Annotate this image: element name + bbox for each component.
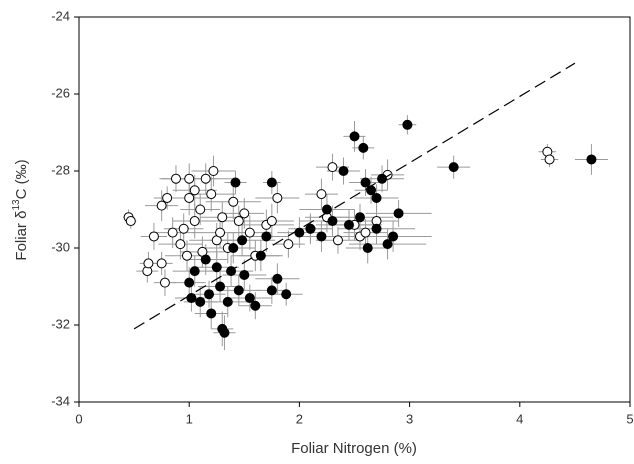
point xyxy=(204,289,215,300)
point xyxy=(195,296,206,307)
y-title-suffix: C (‰) xyxy=(13,159,30,199)
point xyxy=(343,219,354,230)
plot-frame xyxy=(78,16,631,403)
point xyxy=(244,293,255,304)
point xyxy=(184,173,195,184)
y-tick-label: -24 xyxy=(51,8,70,23)
point xyxy=(366,185,377,196)
point xyxy=(206,189,217,200)
point xyxy=(184,192,195,203)
point xyxy=(371,223,382,234)
point xyxy=(125,216,136,227)
point xyxy=(283,239,294,250)
point xyxy=(170,173,181,184)
point xyxy=(261,231,272,242)
x-tick-label: 4 xyxy=(516,411,523,426)
x-axis-title: Foliar Nitrogen (%) xyxy=(291,440,417,457)
y-title-sup: 13 xyxy=(11,199,22,211)
point xyxy=(250,300,261,311)
point xyxy=(159,277,170,288)
point xyxy=(377,173,388,184)
point xyxy=(156,258,167,269)
point xyxy=(208,166,219,176)
point xyxy=(211,262,222,273)
point xyxy=(237,235,248,246)
point xyxy=(222,296,233,307)
point xyxy=(272,273,283,284)
y-tick-label: -30 xyxy=(51,239,70,254)
y-title-prefix: Foliar δ xyxy=(13,211,30,261)
point xyxy=(393,208,404,219)
point xyxy=(305,223,316,234)
point xyxy=(148,231,159,242)
y-axis-title: Foliar δ13C (‰) xyxy=(11,159,30,260)
point xyxy=(215,281,226,292)
point xyxy=(178,223,189,234)
point xyxy=(200,173,211,184)
point xyxy=(189,185,200,196)
point xyxy=(332,235,343,246)
point xyxy=(239,208,250,219)
point xyxy=(316,189,327,200)
point xyxy=(294,227,305,238)
point xyxy=(230,177,241,188)
point xyxy=(402,119,413,130)
point xyxy=(327,162,338,173)
point xyxy=(219,327,230,338)
point xyxy=(217,212,228,223)
point xyxy=(215,227,226,238)
point xyxy=(349,131,360,142)
y-tick-label: -32 xyxy=(51,316,70,331)
point xyxy=(244,227,255,238)
point xyxy=(360,227,371,238)
point xyxy=(544,154,555,165)
point xyxy=(156,200,167,211)
y-tick-label: -26 xyxy=(51,85,70,100)
y-tick-label: -34 xyxy=(51,393,70,408)
point xyxy=(200,254,211,265)
point xyxy=(338,166,349,176)
point xyxy=(586,154,597,165)
point xyxy=(233,285,244,296)
point xyxy=(272,192,283,203)
point xyxy=(184,277,195,288)
point xyxy=(206,308,217,319)
y-tick-label: -28 xyxy=(51,162,70,177)
point xyxy=(266,216,277,227)
point xyxy=(266,285,277,296)
x-tick-label: 2 xyxy=(296,411,303,426)
point xyxy=(327,216,338,227)
point xyxy=(388,231,399,242)
point xyxy=(143,258,154,269)
x-tick-label: 0 xyxy=(75,411,82,426)
point xyxy=(448,162,459,173)
point xyxy=(355,212,366,223)
point xyxy=(189,266,200,277)
x-tick-label: 1 xyxy=(186,411,193,426)
point xyxy=(233,216,244,227)
point xyxy=(358,142,369,153)
point xyxy=(281,289,292,300)
point xyxy=(228,196,239,207)
point xyxy=(175,239,186,250)
x-tick-label: 3 xyxy=(406,411,413,426)
point xyxy=(316,231,327,242)
point xyxy=(362,243,373,253)
point xyxy=(181,250,192,261)
point xyxy=(167,227,178,238)
point xyxy=(266,177,277,188)
point xyxy=(382,239,393,250)
point xyxy=(239,269,250,280)
point xyxy=(228,243,239,253)
trend-line xyxy=(133,62,576,330)
x-tick-label: 5 xyxy=(626,411,633,426)
point xyxy=(195,204,206,215)
point xyxy=(360,177,371,188)
point xyxy=(189,216,200,227)
point xyxy=(371,192,382,203)
point xyxy=(162,192,173,203)
point xyxy=(186,293,197,304)
